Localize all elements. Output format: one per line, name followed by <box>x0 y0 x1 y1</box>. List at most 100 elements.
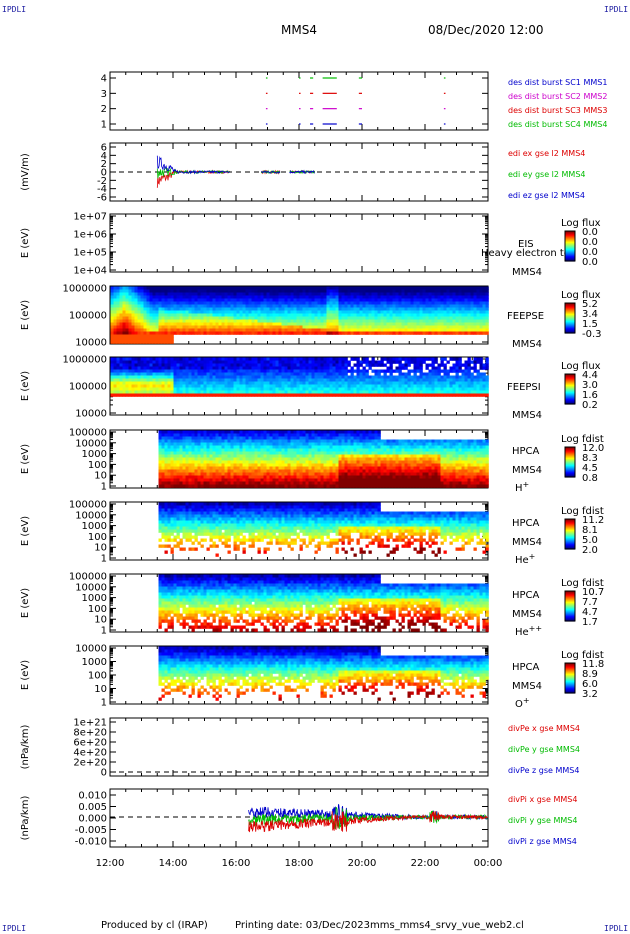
colorbar-swatch-hpca_h <box>565 449 575 451</box>
colorbar-swatch-eis <box>565 246 575 248</box>
colorbar-swatch-eis <box>565 250 575 252</box>
y-tick-label-hpca_o: 10 <box>94 684 107 695</box>
colorbar-swatch-eis <box>565 257 575 259</box>
y-tick-label-hpca_hepp: 1 <box>101 626 107 637</box>
footer-filename: mms_mms4_srvy_vue_web2.cl <box>370 920 524 931</box>
x-tick-label: 22:00 <box>411 858 440 869</box>
colorbar-swatch-hpca_h <box>565 460 575 462</box>
colorbar-swatch-hpca_he <box>565 544 575 546</box>
colorbar-swatch-hpca_h <box>565 462 575 464</box>
colorbar-swatch-hpca_hepp <box>565 612 575 614</box>
colorbar-swatch-hpca_hepp <box>565 609 575 611</box>
y-tick-label-edi: -2 <box>97 176 107 187</box>
panel-frame-eis <box>109 213 489 273</box>
colorbar-swatch-eis <box>565 240 575 242</box>
colorbar-tick-feepsi: 1.6 <box>582 390 598 401</box>
colorbar-tick-feepse: -0.3 <box>582 329 602 340</box>
colorbar-swatch-hpca_he <box>565 545 575 547</box>
legend-divpe-1: divPe y gse MMS4 <box>508 745 580 754</box>
colorbar-swatch-feepsi <box>565 381 575 383</box>
y-tick-label-divpi: 0.000 <box>78 814 107 825</box>
y-tick-label-divpe: 6e+20 <box>73 738 107 749</box>
colorbar-swatch-feepse <box>565 309 575 311</box>
colorbar-swatch-feepse <box>565 317 575 319</box>
corner-label-top-left: IPDLI <box>2 5 27 14</box>
instrument-label-hpca_o: HPCA <box>512 662 540 673</box>
colorbar-frame-feepsi <box>564 373 576 405</box>
colorbar-swatch-hpca_hepp <box>565 611 575 613</box>
species-label-hpca_h: H+ <box>515 480 529 494</box>
spectrogram-hpca_he <box>158 502 489 557</box>
y-tick-label-feepse: 100000 <box>69 311 107 322</box>
legend-burst-0: des dist burst SC1 MMS1 <box>508 78 607 87</box>
y-tick-label-eis: 1e+05 <box>73 248 107 259</box>
y-tick-label-hpca_hepp: 10 <box>94 615 107 626</box>
colorbar-frame-eis <box>564 230 576 262</box>
colorbar-swatch-hpca_o <box>565 683 575 685</box>
colorbar-swatch-feepsi <box>565 389 575 391</box>
corner-label-bottom-right: IPDLI <box>604 924 629 933</box>
colorbar-swatch-feepse <box>565 328 575 330</box>
legend-edi-1: edi ey gse l2 MMS4 <box>508 170 586 179</box>
colorbar-swatch-hpca_hepp <box>565 600 575 602</box>
colorbar-swatch-feepse <box>565 324 575 326</box>
colorbar-swatch-hpca_hepp <box>565 601 575 603</box>
x-tick-label: 20:00 <box>348 858 377 869</box>
y-tick-label-divpi: 0.010 <box>78 791 107 802</box>
colorbar-swatch-hpca_h <box>565 471 575 473</box>
colorbar-swatch-feepsi <box>565 379 575 381</box>
y-tick-label-hpca_h: 100 <box>88 460 107 471</box>
colorbar-swatch-feepse <box>565 327 575 329</box>
colorbar-swatch-hpca_he <box>565 546 575 548</box>
colorbar-swatch-hpca_o <box>565 671 575 673</box>
colorbar-swatch-hpca_o <box>565 681 575 683</box>
colorbar-swatch-feepsi <box>565 377 575 379</box>
colorbar-swatch-eis <box>565 256 575 258</box>
colorbar-swatch-hpca_h <box>565 455 575 457</box>
y-tick-label-edi: 0 <box>101 168 107 179</box>
colorbar-swatch-feepse <box>565 304 575 306</box>
colorbar-swatch-hpca_h <box>565 463 575 465</box>
y-axis-label-hpca_o: E (eV) <box>20 660 31 690</box>
colorbar-swatch-eis <box>565 237 575 239</box>
species-label-hpca_he: He+ <box>515 552 535 566</box>
colorbar-swatch-feepse <box>565 308 575 310</box>
y-tick-label-feepse: 1000000 <box>62 284 107 295</box>
colorbar-swatch-hpca_h <box>565 472 575 474</box>
colorbar-swatch-hpca_hepp <box>565 591 575 593</box>
colorbar-swatch-feepsi <box>565 384 575 386</box>
colorbar-swatch-hpca_hepp <box>565 607 575 609</box>
colorbar-swatch-hpca_hepp <box>565 598 575 600</box>
colorbar-swatch-eis <box>565 252 575 254</box>
colorbar-swatch-feepse <box>565 318 575 320</box>
spacecraft-label-feepsi: MMS4 <box>512 410 542 421</box>
spectrogram-feepse <box>110 286 489 344</box>
colorbar-swatch-hpca_he <box>565 525 575 527</box>
colorbar-tick-feepsi: 0.2 <box>582 400 598 411</box>
colorbar-swatch-hpca_hepp <box>565 613 575 615</box>
colorbar-swatch-hpca_o <box>565 666 575 668</box>
y-tick-label-eis: 1e+06 <box>73 230 107 241</box>
colorbar-swatch-hpca_hepp <box>565 603 575 605</box>
colorbar-swatch-hpca_o <box>565 673 575 675</box>
colorbar-swatch-hpca_hepp <box>565 597 575 599</box>
y-tick-label-divpi: 0.005 <box>78 802 107 813</box>
colorbar-tick-hpca_he: 11.2 <box>582 515 604 526</box>
y-tick-label-hpca_hepp: 100000 <box>69 572 107 583</box>
y-tick-label-edi: 6 <box>101 143 107 154</box>
colorbar-swatch-eis <box>565 239 575 241</box>
colorbar-tick-feepsi: 3.0 <box>582 380 598 391</box>
y-tick-label-feepsi: 100000 <box>69 382 107 393</box>
colorbar-tick-hpca_hepp: 4.7 <box>582 607 598 618</box>
panel-frame-burst <box>109 71 489 131</box>
y-tick-label-divpe: 4e+20 <box>73 748 107 759</box>
colorbar-swatch-hpca_o <box>565 679 575 681</box>
colorbar-swatch-hpca_hepp <box>565 610 575 612</box>
corner-label-bottom-left: IPDLI <box>2 924 27 933</box>
x-tick-label: 18:00 <box>285 858 314 869</box>
colorbar-swatch-feepse <box>565 321 575 323</box>
colorbar-frame-feepse <box>564 302 576 334</box>
colorbar-swatch-eis <box>565 235 575 237</box>
colorbar-swatch-hpca_he <box>565 535 575 537</box>
instrument-label-feepse: FEEPSE <box>507 311 544 322</box>
